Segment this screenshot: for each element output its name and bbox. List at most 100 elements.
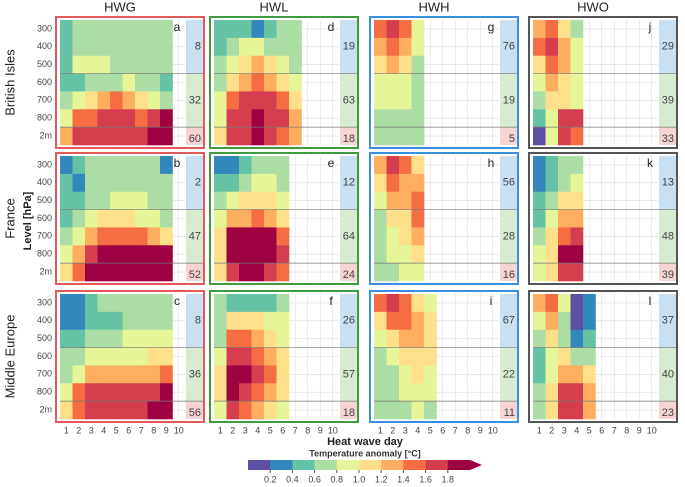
heat-cell xyxy=(276,347,290,366)
heat-cell xyxy=(214,227,227,246)
side-region xyxy=(500,347,517,402)
heat-cell xyxy=(147,263,161,282)
heat-cell xyxy=(135,37,148,57)
heat-cell xyxy=(110,329,123,348)
heat-cell xyxy=(276,401,290,420)
heat-cell xyxy=(583,311,596,331)
side-region xyxy=(659,347,676,402)
heat-cell xyxy=(147,127,161,146)
panel-letter: l xyxy=(649,294,652,308)
heat-cell xyxy=(97,227,111,246)
x-tick-label: 9 xyxy=(318,425,323,435)
heat-cell xyxy=(570,191,584,210)
side-region xyxy=(340,294,357,348)
heat-cell xyxy=(239,127,252,146)
heat-cell xyxy=(533,173,546,193)
heat-cell xyxy=(374,209,387,228)
heat-cell xyxy=(226,263,240,282)
y-tick-label: 800 xyxy=(37,249,52,259)
heat-cell xyxy=(399,294,412,313)
heat-cell xyxy=(264,383,277,402)
heat-cell xyxy=(374,294,387,313)
heat-cell xyxy=(411,227,425,246)
heat-cell xyxy=(424,294,437,313)
side-value: 48 xyxy=(662,230,674,242)
heat-cell xyxy=(374,245,387,264)
heat-cell xyxy=(239,227,252,246)
heat-cell xyxy=(424,311,437,331)
heat-cell xyxy=(264,127,277,146)
heat-cell xyxy=(276,311,290,331)
x-tick-label: 8 xyxy=(151,425,156,435)
side-region xyxy=(340,73,357,128)
panel-letter: h xyxy=(488,156,495,170)
heat-cell xyxy=(545,55,559,74)
heat-cell xyxy=(72,329,86,348)
side-value: 29 xyxy=(662,41,674,53)
heat-cell xyxy=(289,55,302,74)
heat-cell xyxy=(85,20,98,39)
heat-cell xyxy=(60,55,73,74)
heat-cell xyxy=(558,365,571,384)
heat-cell xyxy=(374,329,387,348)
heat-cell xyxy=(545,263,559,282)
side-value: 24 xyxy=(343,269,355,281)
panel-frame xyxy=(369,290,519,423)
panel-frame xyxy=(369,152,519,285)
heat-cell xyxy=(558,127,571,146)
side-region xyxy=(500,263,517,281)
side-region xyxy=(340,263,357,281)
heat-cell xyxy=(60,365,73,384)
heat-cell xyxy=(147,329,161,348)
side-region xyxy=(500,209,517,264)
x-tick-label: 9 xyxy=(637,425,642,435)
heat-cell xyxy=(239,311,252,331)
side-value: 40 xyxy=(662,368,674,380)
heat-cell xyxy=(226,209,240,228)
column-title: HWG xyxy=(104,0,136,14)
heat-cell xyxy=(85,173,98,193)
heat-cell xyxy=(226,191,240,210)
heat-cell xyxy=(85,127,98,146)
heat-cell xyxy=(374,173,387,193)
heat-cell xyxy=(214,173,227,193)
heat-cell xyxy=(386,347,400,366)
heat-cell xyxy=(147,401,161,420)
side-region xyxy=(659,127,676,145)
side-region xyxy=(500,401,517,419)
heat-cell xyxy=(239,156,252,175)
heat-cell xyxy=(214,401,227,420)
heat-cell xyxy=(214,294,227,313)
heat-cell xyxy=(570,173,584,193)
heat-cell xyxy=(386,173,400,193)
heat-cell xyxy=(214,311,227,331)
heat-cell xyxy=(374,20,387,39)
heat-cell xyxy=(72,20,86,39)
heat-cell xyxy=(97,347,111,366)
heat-cell xyxy=(570,311,584,331)
x-tick-label: 3 xyxy=(89,425,94,435)
heat-cell xyxy=(239,294,252,313)
heat-cell xyxy=(122,20,136,39)
panel-frame xyxy=(55,16,205,149)
heat-cell xyxy=(399,55,412,74)
panel-letter: f xyxy=(329,294,333,308)
heat-cell xyxy=(97,365,111,384)
heat-cell xyxy=(251,227,265,246)
side-region xyxy=(659,294,676,348)
heat-cell xyxy=(85,227,98,246)
heat-cell xyxy=(160,37,173,57)
heat-cell xyxy=(239,365,252,384)
heat-cell xyxy=(399,37,412,57)
heat-cell xyxy=(374,401,387,420)
heat-cell xyxy=(558,173,571,193)
heat-cell xyxy=(411,109,425,128)
heat-cell xyxy=(276,20,290,39)
heat-cell xyxy=(226,311,240,331)
heat-cell xyxy=(386,311,400,331)
panel-letter: j xyxy=(648,20,652,34)
panel-letter: b xyxy=(174,156,181,170)
side-value: 60 xyxy=(189,133,201,145)
heat-cell xyxy=(276,365,290,384)
heat-cell xyxy=(97,329,111,348)
